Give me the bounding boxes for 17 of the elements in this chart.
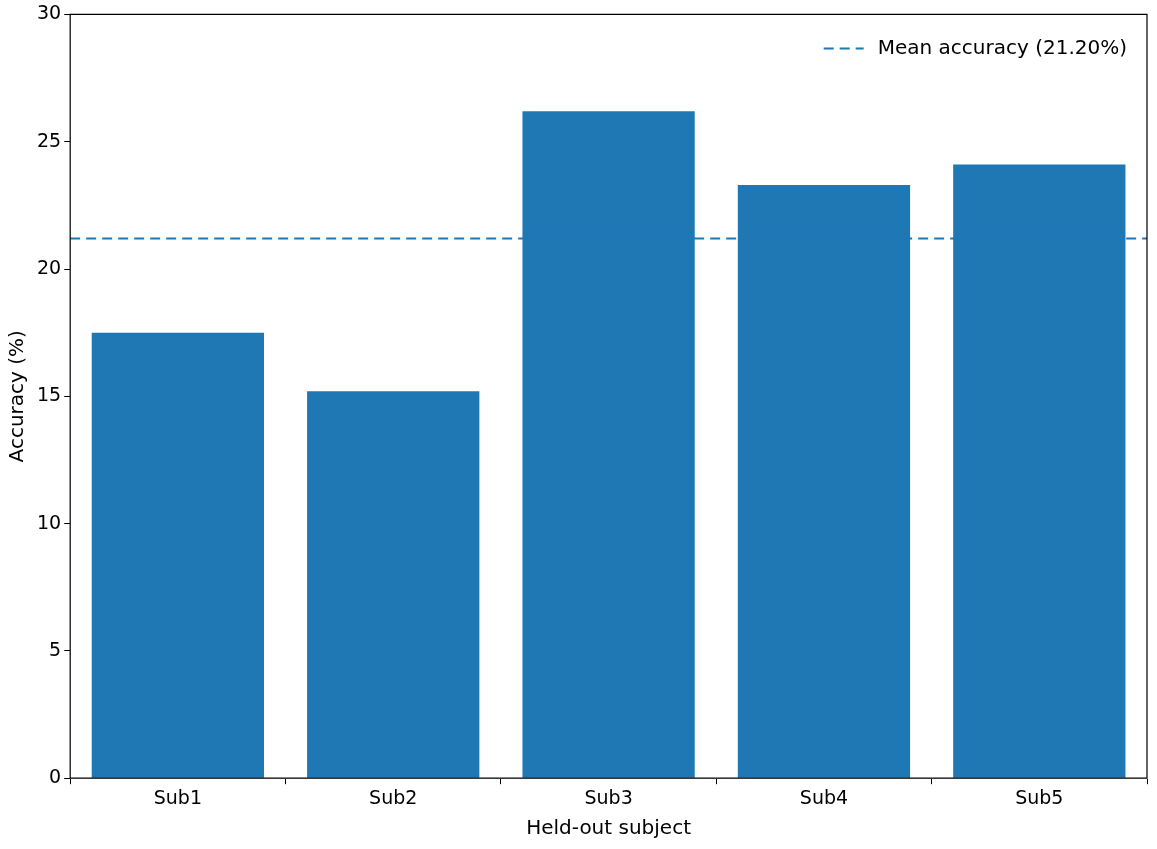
x-tick-label: Sub5 — [1015, 785, 1064, 808]
y-tick-label: 0 — [49, 765, 62, 788]
y-tick-label: 20 — [36, 255, 62, 278]
legend-label: Mean accuracy (21.20%) — [877, 34, 1128, 59]
x-axis-title: Held-out subject — [526, 815, 692, 840]
x-tick-label: Sub3 — [584, 785, 633, 808]
bar — [91, 332, 265, 778]
x-tick-label: Sub2 — [369, 785, 418, 808]
y-tick-label: 30 — [36, 1, 62, 24]
bar — [307, 391, 480, 778]
y-tick-label: 5 — [49, 637, 62, 660]
y-tick-label: 10 — [36, 510, 62, 533]
y-tick-label: 15 — [36, 383, 62, 406]
y-axis-title: Accuracy (%) — [4, 330, 29, 463]
x-tick-label: Sub1 — [153, 785, 202, 808]
x-tick-label: Sub4 — [799, 785, 849, 808]
y-tick-label: 25 — [36, 128, 62, 151]
